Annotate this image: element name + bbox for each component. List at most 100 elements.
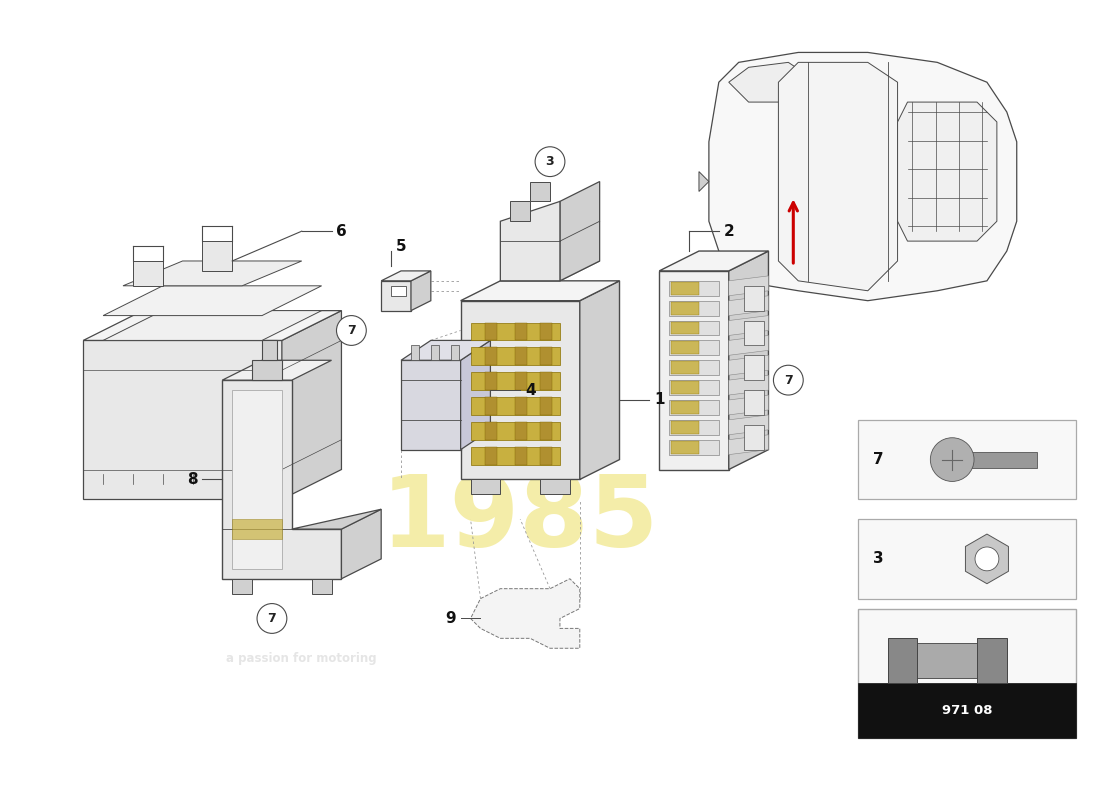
- Polygon shape: [560, 182, 600, 281]
- Text: 7: 7: [784, 374, 793, 386]
- Polygon shape: [262, 341, 277, 360]
- Polygon shape: [671, 381, 698, 394]
- Polygon shape: [728, 395, 769, 415]
- Polygon shape: [698, 171, 708, 191]
- Polygon shape: [659, 271, 728, 470]
- Polygon shape: [515, 372, 527, 390]
- Polygon shape: [669, 420, 718, 434]
- Polygon shape: [728, 251, 769, 470]
- Polygon shape: [669, 301, 718, 315]
- Polygon shape: [485, 446, 497, 465]
- Polygon shape: [222, 360, 331, 380]
- Text: 4: 4: [525, 382, 536, 398]
- Polygon shape: [411, 346, 419, 360]
- Text: 6: 6: [337, 224, 348, 238]
- Polygon shape: [858, 609, 1076, 738]
- Polygon shape: [671, 362, 698, 374]
- Polygon shape: [500, 202, 560, 281]
- Polygon shape: [669, 281, 718, 296]
- Circle shape: [931, 438, 974, 482]
- Polygon shape: [728, 296, 769, 315]
- Polygon shape: [908, 643, 987, 678]
- Circle shape: [535, 146, 565, 177]
- Text: 9: 9: [446, 611, 455, 626]
- Polygon shape: [728, 355, 769, 375]
- Polygon shape: [659, 251, 769, 271]
- Polygon shape: [103, 286, 321, 315]
- Polygon shape: [485, 347, 497, 366]
- Polygon shape: [671, 282, 698, 294]
- Text: 971 08: 971 08: [942, 704, 992, 717]
- Polygon shape: [232, 519, 282, 539]
- Polygon shape: [382, 281, 411, 310]
- Text: 5: 5: [396, 238, 407, 254]
- Text: 1985: 1985: [381, 470, 659, 568]
- Circle shape: [773, 366, 803, 395]
- Circle shape: [257, 603, 287, 634]
- Polygon shape: [123, 261, 301, 286]
- Polygon shape: [392, 286, 406, 296]
- Polygon shape: [744, 425, 763, 450]
- Polygon shape: [669, 380, 718, 395]
- Text: 3: 3: [872, 551, 883, 566]
- Polygon shape: [669, 341, 718, 355]
- Polygon shape: [471, 322, 560, 341]
- Polygon shape: [471, 479, 501, 494]
- Polygon shape: [540, 446, 552, 465]
- Polygon shape: [540, 397, 552, 415]
- Polygon shape: [580, 281, 619, 479]
- Polygon shape: [202, 241, 232, 271]
- Polygon shape: [540, 479, 570, 494]
- Polygon shape: [461, 341, 491, 450]
- Polygon shape: [671, 441, 698, 454]
- Polygon shape: [669, 400, 718, 415]
- Polygon shape: [471, 578, 580, 648]
- Polygon shape: [728, 315, 769, 335]
- Polygon shape: [858, 683, 1076, 738]
- Text: eurosparts: eurosparts: [111, 369, 254, 470]
- Polygon shape: [744, 321, 763, 346]
- Polygon shape: [671, 342, 698, 354]
- Text: 7: 7: [872, 452, 883, 467]
- Polygon shape: [471, 422, 560, 440]
- Polygon shape: [232, 578, 252, 594]
- Polygon shape: [779, 62, 898, 290]
- Polygon shape: [515, 397, 527, 415]
- Polygon shape: [451, 346, 459, 360]
- Circle shape: [975, 547, 999, 571]
- Polygon shape: [671, 421, 698, 434]
- Polygon shape: [966, 534, 1009, 584]
- Polygon shape: [530, 182, 550, 202]
- Text: 3: 3: [546, 155, 554, 168]
- Polygon shape: [540, 322, 552, 341]
- Polygon shape: [510, 202, 530, 222]
- Polygon shape: [540, 347, 552, 366]
- Polygon shape: [84, 341, 282, 499]
- Polygon shape: [485, 422, 497, 440]
- Polygon shape: [84, 310, 341, 341]
- Polygon shape: [232, 390, 282, 569]
- Polygon shape: [282, 310, 341, 499]
- Text: 2: 2: [724, 224, 735, 238]
- Text: 8: 8: [187, 472, 198, 487]
- Polygon shape: [858, 519, 1076, 598]
- Polygon shape: [485, 397, 497, 415]
- Polygon shape: [471, 397, 560, 415]
- Polygon shape: [728, 415, 769, 434]
- Polygon shape: [669, 360, 718, 375]
- Polygon shape: [744, 355, 763, 380]
- Text: 1: 1: [654, 393, 664, 407]
- Polygon shape: [708, 53, 1016, 301]
- Polygon shape: [744, 390, 763, 415]
- Polygon shape: [957, 452, 1036, 467]
- Polygon shape: [402, 360, 461, 450]
- Polygon shape: [515, 422, 527, 440]
- Polygon shape: [292, 510, 382, 529]
- Polygon shape: [728, 434, 769, 454]
- Polygon shape: [471, 347, 560, 366]
- Polygon shape: [402, 341, 491, 360]
- Polygon shape: [252, 360, 282, 380]
- Polygon shape: [461, 281, 619, 301]
- Polygon shape: [222, 380, 341, 578]
- Polygon shape: [500, 261, 600, 281]
